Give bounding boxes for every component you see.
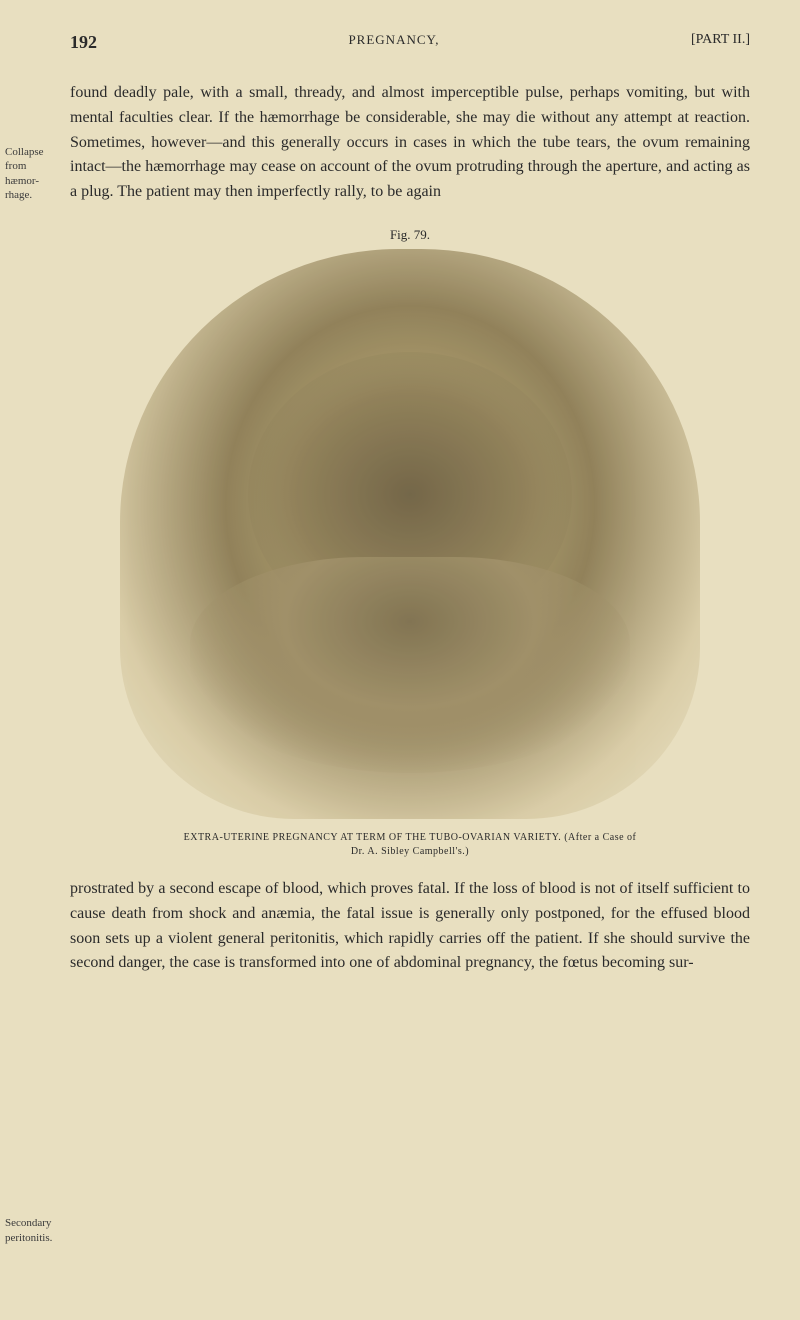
caption-line-2: Dr. A. Sibley Campbell's.) xyxy=(351,846,469,857)
figure-label: Fig. 79. xyxy=(70,227,750,243)
part-label: [PART II.] xyxy=(691,32,750,53)
anatomical-engraving xyxy=(120,249,700,819)
running-title: PREGNANCY, xyxy=(348,32,439,53)
caption-line-1: EXTRA-UTERINE PREGNANCY AT TERM OF THE T… xyxy=(184,832,637,843)
page-container: 192 PREGNANCY, [PART II.] Collapse from … xyxy=(0,0,800,1038)
margin-note-collapse: Collapse from hæmor-rhage. xyxy=(5,145,63,202)
figure-caption: EXTRA-UTERINE PREGNANCY AT TERM OF THE T… xyxy=(70,831,750,859)
margin-note-peritonitis: Secondary peritonitis. xyxy=(5,1216,63,1245)
figure-container xyxy=(70,249,750,819)
page-header: 192 PREGNANCY, [PART II.] xyxy=(70,32,750,53)
body-paragraph-2: prostrated by a second escape of blood, … xyxy=(70,877,750,976)
body-paragraph-1: found deadly pale, with a small, thready… xyxy=(70,81,750,205)
page-number: 192 xyxy=(70,32,97,53)
